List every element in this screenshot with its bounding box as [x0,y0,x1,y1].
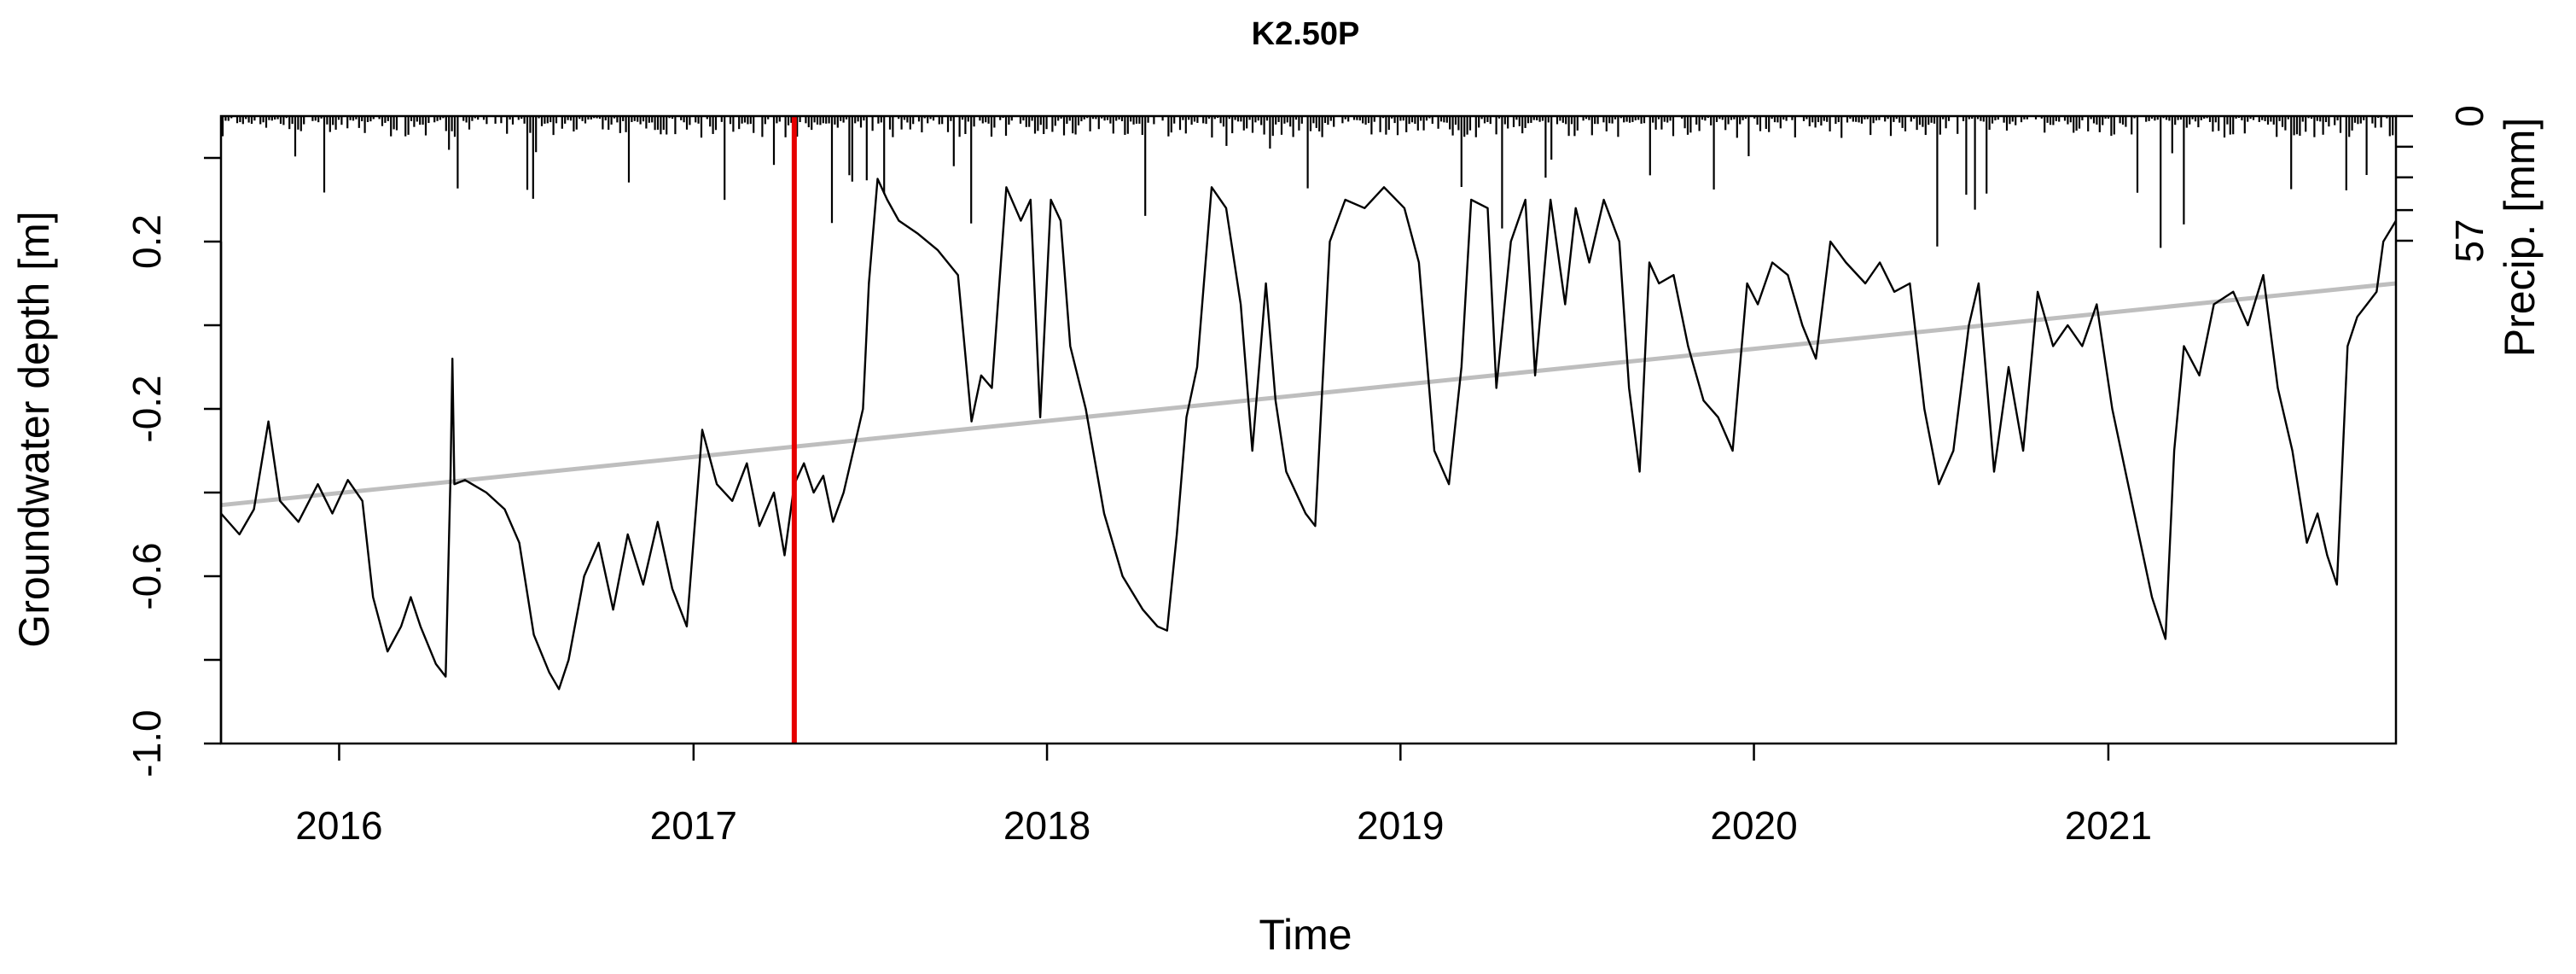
depth-series-line [220,178,2398,691]
depth-series-group [220,178,2398,691]
y-axis-right: 0 57 [2396,105,2492,263]
y-tick-label: -0.2 [125,375,169,442]
y-axis-label: Groundwater depth [m] [10,211,58,647]
x-tick-label: 2016 [295,803,382,848]
y-axis-right-label: Precip. [mm] [2496,118,2544,358]
trend-line-group [220,281,2397,508]
x-tick-label: 2019 [1357,803,1444,848]
x-tick-label: 2017 [650,803,737,848]
plot-frame [219,114,2398,745]
x-axis-label: Time [1259,911,1352,959]
trend-line [220,281,2397,508]
y-axis: -1.0 -0.6 -0.2 0.2 [125,156,223,778]
precip-bars [221,116,2394,248]
x-tick-label: 2021 [2065,803,2152,848]
y-right-tick-label: 0 [2447,105,2492,127]
y-tick-label: -1.0 [125,709,169,777]
x-tick-label: 2018 [1003,803,1090,848]
y-tick-label: -0.6 [125,542,169,609]
chart-title: K2.50P [1252,16,1360,52]
x-axis: 2016 2017 2018 2019 2020 2021 [295,744,2152,848]
x-tick-label: 2020 [1710,803,1797,848]
y-right-tick-label: 57 [2447,219,2492,262]
y-tick-label: 0.2 [125,214,169,269]
